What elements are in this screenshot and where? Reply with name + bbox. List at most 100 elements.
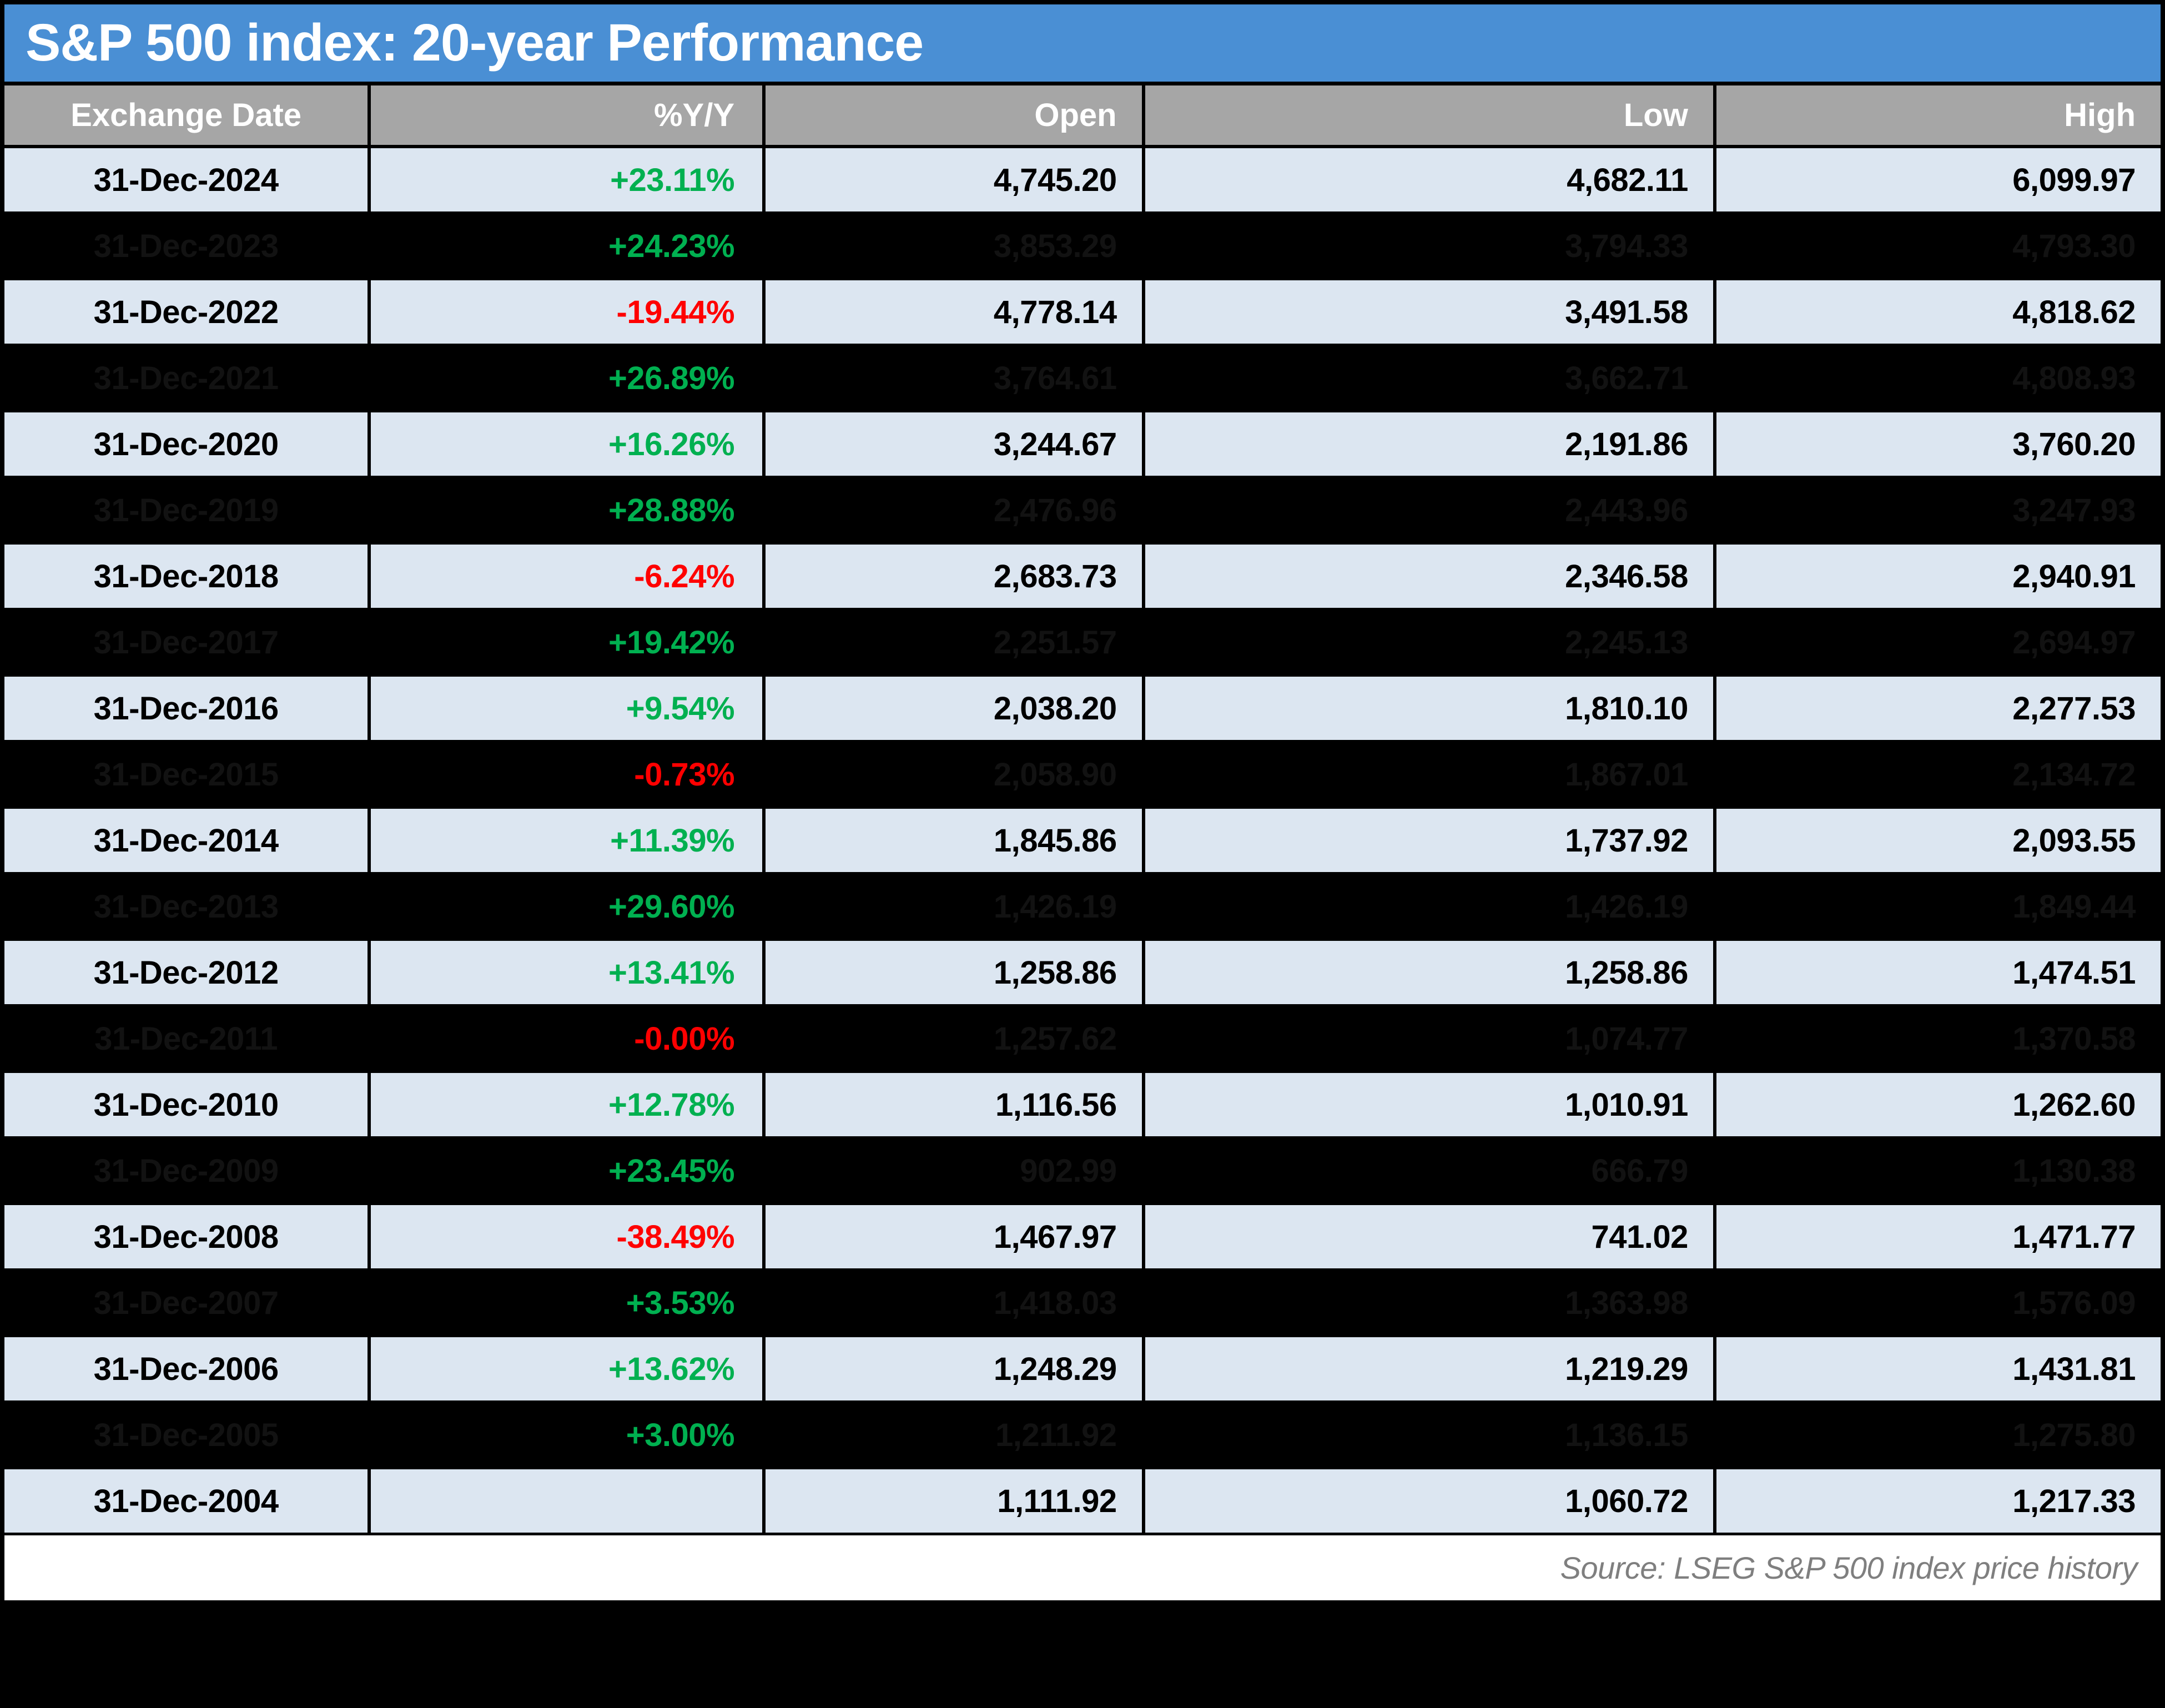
cell-low: 1,810.10 [1145,677,1716,740]
cell-low: 1,074.77 [1145,1007,1716,1070]
cell-date: 31-Dec-2024 [4,148,371,211]
table-row: 31-Dec-2011 -0.00% 1,257.62 1,074.77 1,370.5… [4,1007,2161,1073]
cell-high: 3,247.93 [1716,478,2161,542]
cell-open: 2,683.73 [766,545,1145,608]
cell-open: 902.99 [766,1139,1145,1202]
cell-low: 1,867.01 [1145,743,1716,806]
cell-date: 31-Dec-2016 [4,677,371,740]
cell-open: 1,257.62 [766,1007,1145,1070]
cell-yoy: -19.44% [371,280,766,344]
cell-low: 1,219.29 [1145,1337,1716,1400]
cell-low: 3,794.33 [1145,214,1716,278]
cell-low: 3,491.58 [1145,280,1716,344]
cell-yoy: +3.00% [371,1403,766,1467]
cell-date: 31-Dec-2007 [4,1271,371,1334]
cell-date: 31-Dec-2005 [4,1403,371,1467]
table-row: 31-Dec-2007 +3.53% 1,418.03 1,363.98 1,576.0… [4,1271,2161,1337]
cell-open: 4,778.14 [766,280,1145,344]
cell-low: 666.79 [1145,1139,1716,1202]
cell-open: 1,111.92 [766,1469,1145,1533]
cell-open: 2,251.57 [766,611,1145,674]
cell-open: 1,426.19 [766,875,1145,938]
table-row: 31-Dec-2010 +12.78% 1,116.56 1,010.91 1,262.… [4,1073,2161,1139]
cell-yoy: +19.42% [371,611,766,674]
cell-low: 1,258.86 [1145,941,1716,1004]
cell-date: 31-Dec-2010 [4,1073,371,1136]
column-header-high: High [1716,85,2161,145]
table-row: 31-Dec-2014 +11.39% 1,845.86 1,737.92 2,093.… [4,809,2161,875]
cell-high: 1,370.58 [1716,1007,2161,1070]
cell-yoy: +11.39% [371,809,766,872]
cell-open: 1,116.56 [766,1073,1145,1136]
cell-open: 3,853.29 [766,214,1145,278]
cell-open: 4,745.20 [766,148,1145,211]
cell-date: 31-Dec-2017 [4,611,371,674]
table-row: 31-Dec-2013 +29.60% 1,426.19 1,426.19 1,849.… [4,875,2161,941]
cell-low: 4,682.11 [1145,148,1716,211]
cell-high: 1,471.77 [1716,1205,2161,1268]
cell-open: 2,058.90 [766,743,1145,806]
table-row: 31-Dec-2006 +13.62% 1,248.29 1,219.29 1,431.… [4,1337,2161,1403]
cell-open: 1,845.86 [766,809,1145,872]
cell-date: 31-Dec-2023 [4,214,371,278]
cell-high: 4,793.30 [1716,214,2161,278]
cell-yoy: +23.11% [371,148,766,211]
cell-low: 1,737.92 [1145,809,1716,872]
cell-high: 2,134.72 [1716,743,2161,806]
cell-yoy: +13.62% [371,1337,766,1400]
cell-date: 31-Dec-2021 [4,346,371,410]
cell-yoy: -0.73% [371,743,766,806]
header-row: Exchange Date %Y/Y Open Low High [4,85,2161,148]
cell-low: 741.02 [1145,1205,1716,1268]
cell-date: 31-Dec-2004 [4,1469,371,1533]
cell-yoy: +9.54% [371,677,766,740]
cell-date: 31-Dec-2019 [4,478,371,542]
cell-open: 2,038.20 [766,677,1145,740]
table-row: 31-Dec-2024 +23.11% 4,745.20 4,682.11 6,099.… [4,148,2161,214]
cell-yoy: +26.89% [371,346,766,410]
cell-yoy: -0.00% [371,1007,766,1070]
cell-high: 2,277.53 [1716,677,2161,740]
cell-date: 31-Dec-2015 [4,743,371,806]
column-header-exchange-date: Exchange Date [4,85,371,145]
cell-yoy: +3.53% [371,1271,766,1334]
cell-open: 3,764.61 [766,346,1145,410]
cell-high: 2,694.97 [1716,611,2161,674]
cell-date: 31-Dec-2011 [4,1007,371,1070]
cell-low: 2,346.58 [1145,545,1716,608]
cell-low: 1,060.72 [1145,1469,1716,1533]
cell-yoy: +12.78% [371,1073,766,1136]
cell-open: 1,248.29 [766,1337,1145,1400]
cell-high: 1,576.09 [1716,1271,2161,1334]
cell-low: 2,245.13 [1145,611,1716,674]
cell-low: 2,443.96 [1145,478,1716,542]
title-bar: S&P 500 index: 20-year Performance [4,4,2161,85]
page-title: S&P 500 index: 20-year Performance [26,13,924,72]
cell-yoy: +16.26% [371,412,766,476]
cell-low: 1,010.91 [1145,1073,1716,1136]
table-row: 31-Dec-2023 +24.23% 3,853.29 3,794.33 4,793.… [4,214,2161,280]
cell-yoy: +23.45% [371,1139,766,1202]
cell-high: 6,099.97 [1716,148,2161,211]
column-header-yoy: %Y/Y [371,85,766,145]
bottom-filler [4,1600,2161,1704]
cell-date: 31-Dec-2018 [4,545,371,608]
cell-open: 3,244.67 [766,412,1145,476]
table-row: 31-Dec-2018 -6.24% 2,683.73 2,346.58 2,940.9… [4,545,2161,611]
cell-high: 1,217.33 [1716,1469,2161,1533]
source-note: Source: LSEG S&P 500 index price history [1560,1550,2138,1585]
cell-high: 1,431.81 [1716,1337,2161,1400]
cell-date: 31-Dec-2006 [4,1337,371,1400]
table-row: 31-Dec-2008 -38.49% 1,467.97 741.02 1,471.77 [4,1205,2161,1271]
cell-yoy: +24.23% [371,214,766,278]
table-row: 31-Dec-2020 +16.26% 3,244.67 2,191.86 3,760.… [4,412,2161,478]
table-row: 31-Dec-2004 1,111.92 1,060.72 1,217.33 [4,1469,2161,1535]
cell-high: 1,474.51 [1716,941,2161,1004]
cell-date: 31-Dec-2009 [4,1139,371,1202]
cell-open: 1,418.03 [766,1271,1145,1334]
cell-high: 2,093.55 [1716,809,2161,872]
cell-high: 1,130.38 [1716,1139,2161,1202]
cell-high: 1,262.60 [1716,1073,2161,1136]
cell-date: 31-Dec-2013 [4,875,371,938]
cell-low: 2,191.86 [1145,412,1716,476]
